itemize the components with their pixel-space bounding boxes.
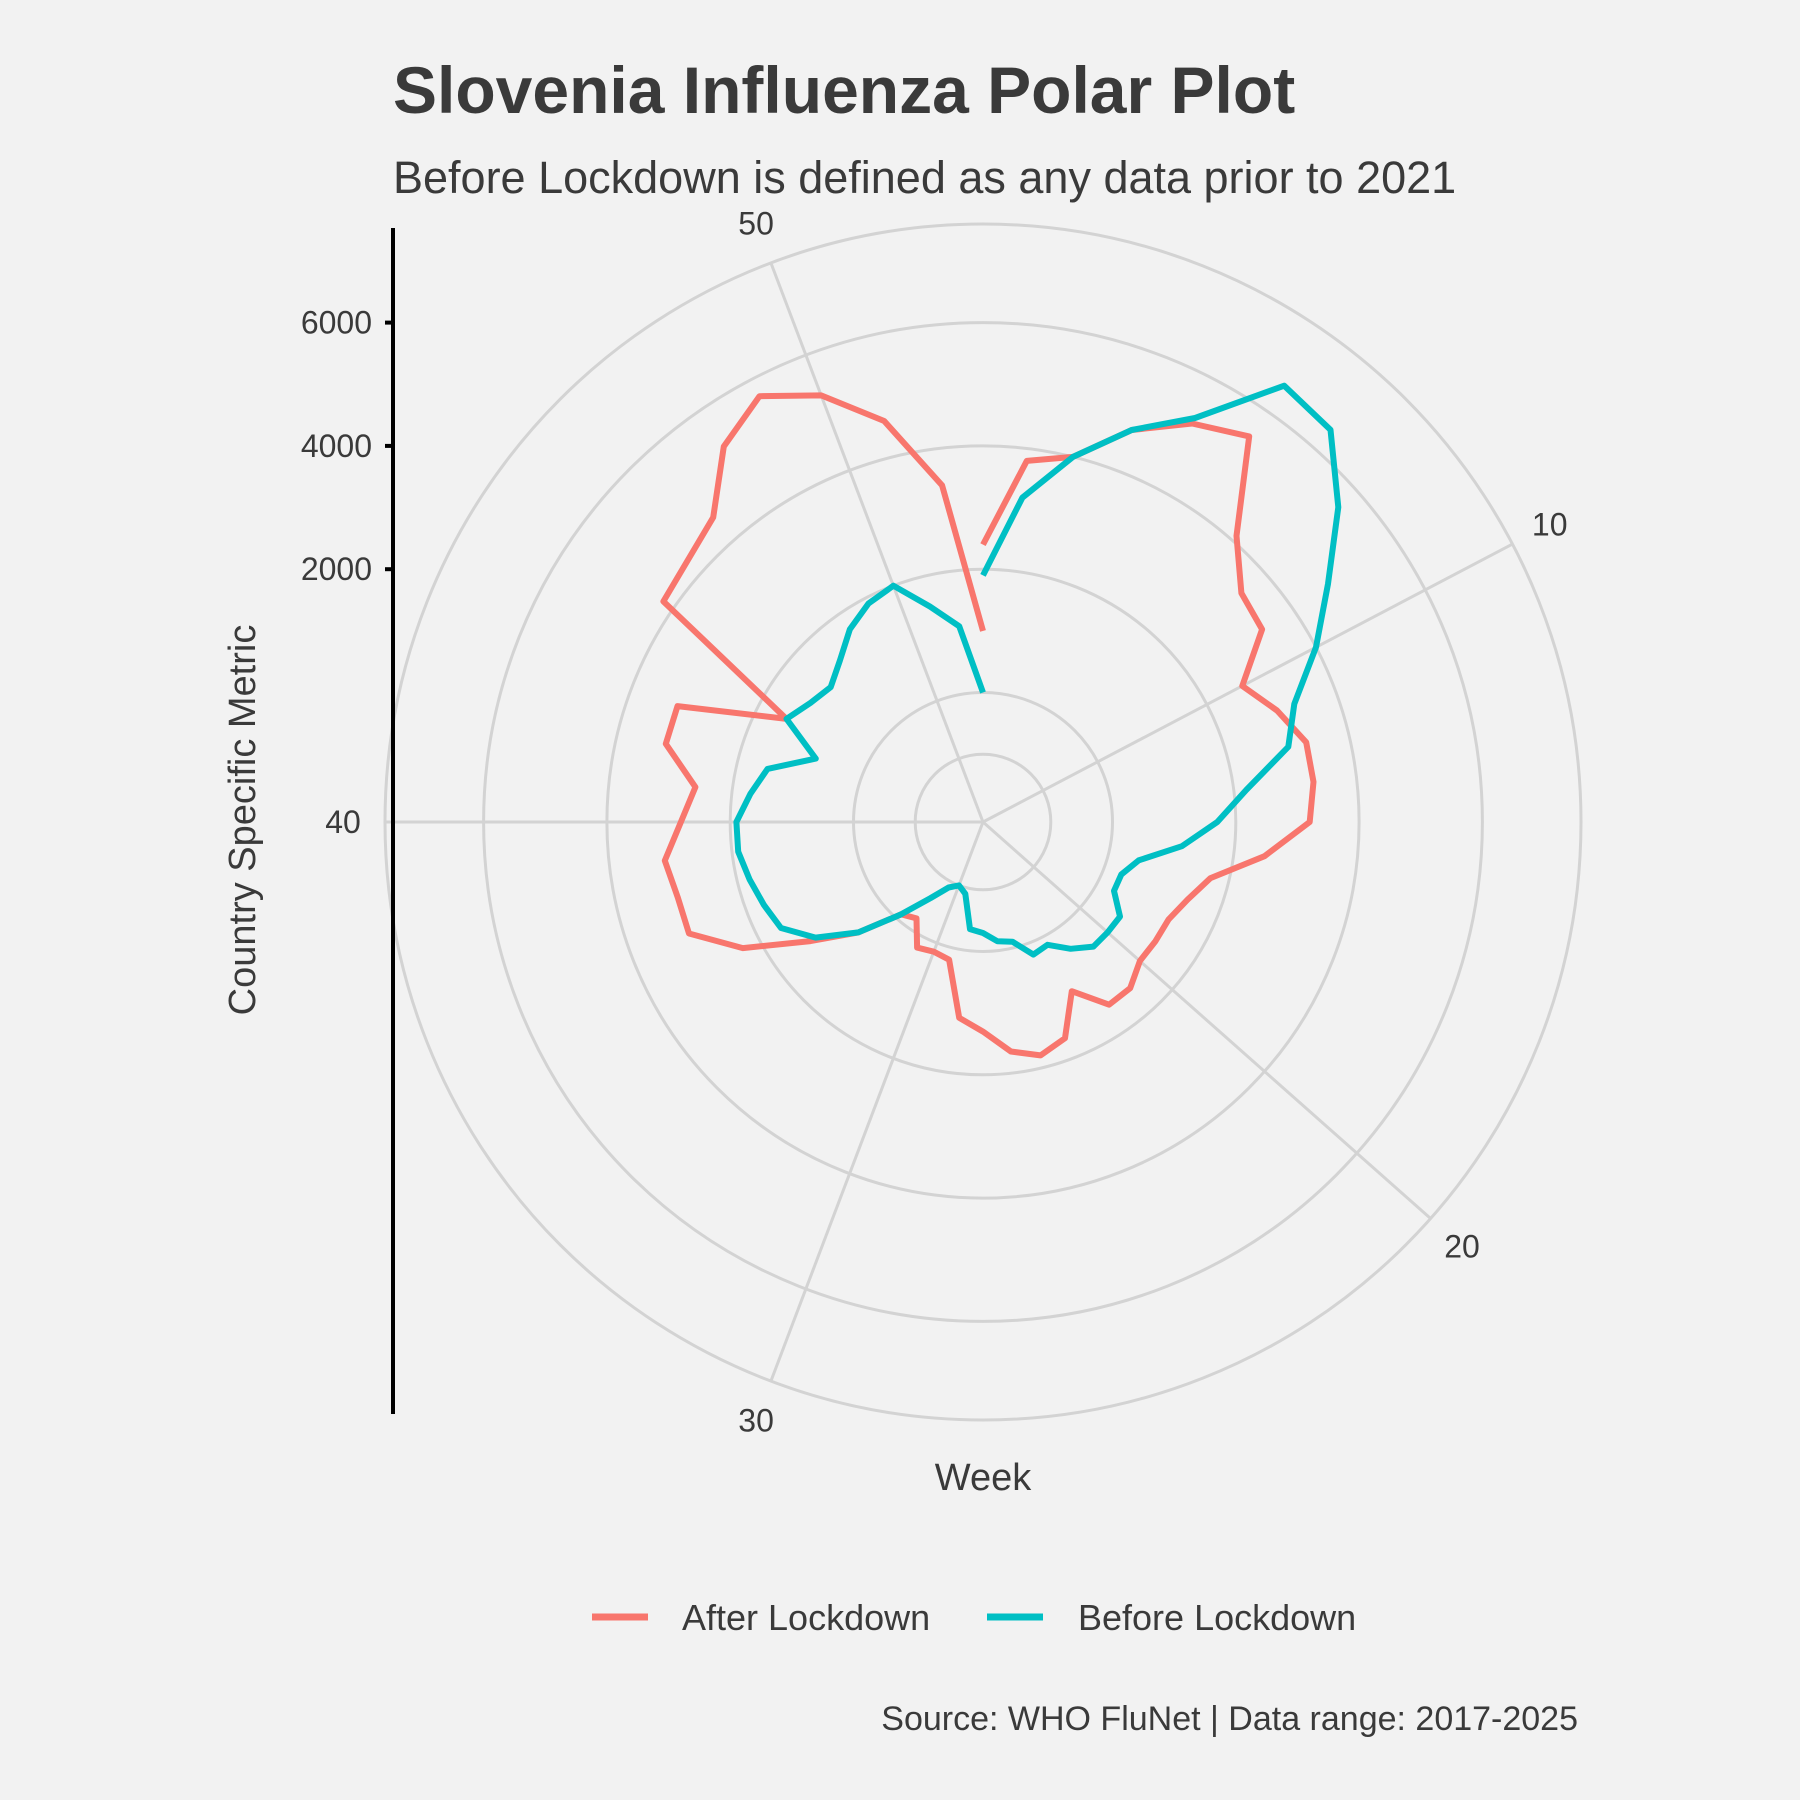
week-tick-40: 40 xyxy=(325,804,361,840)
polar-grid xyxy=(383,222,1583,1422)
legend: After Lockdown Before Lockdown xyxy=(592,1597,1356,1638)
spoke-week-50 xyxy=(769,262,985,823)
legend-label-after-lockdown: After Lockdown xyxy=(682,1597,930,1638)
spoke-week-10 xyxy=(982,542,1514,824)
spoke-week-30 xyxy=(769,821,985,1382)
y-axis-ticks: 2000 4000 6000 xyxy=(301,305,393,587)
series-lines xyxy=(660,382,1342,1059)
y-tick-label-6000: 6000 xyxy=(301,305,372,341)
week-tick-20: 20 xyxy=(1444,1228,1480,1264)
week-tick-30: 30 xyxy=(738,1402,774,1438)
week-tick-50: 50 xyxy=(738,206,774,242)
y-tick-label-2000: 2000 xyxy=(301,551,372,587)
series-line-after-lockdown xyxy=(660,392,1317,1059)
legend-label-before-lockdown: Before Lockdown xyxy=(1078,1597,1356,1638)
spoke-week-20 xyxy=(982,820,1432,1220)
chart-title: Slovenia Influenza Polar Plot xyxy=(393,53,1295,127)
y-tick-label-4000: 4000 xyxy=(301,428,372,464)
week-tick-labels: 10 20 30 40 50 xyxy=(325,206,1567,1439)
chart-subtitle: Before Lockdown is defined as any data p… xyxy=(393,152,1456,203)
x-axis-label: Week xyxy=(935,1457,1032,1499)
y-axis-label: Country Specific Metric xyxy=(222,625,264,1016)
week-tick-10: 10 xyxy=(1532,507,1568,543)
chart-caption: Source: WHO FluNet | Data range: 2017-20… xyxy=(881,1700,1578,1738)
series-line-before-lockdown xyxy=(733,382,1342,958)
